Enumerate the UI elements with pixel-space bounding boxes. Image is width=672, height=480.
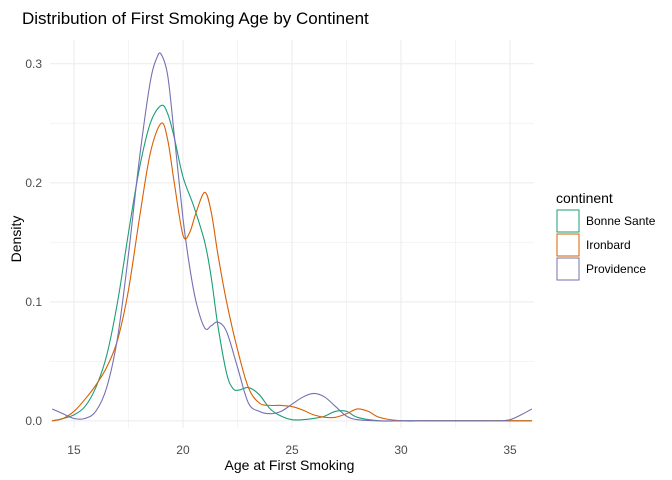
- x-axis-ticks: 15 20 25 30 35: [67, 443, 517, 457]
- y-tick-label: 0.1: [25, 295, 42, 309]
- y-tick-label: 0.3: [25, 57, 42, 71]
- y-axis-title: Density: [8, 216, 24, 263]
- x-tick-label: 20: [176, 443, 190, 457]
- legend-label-ironbard: Ironbard: [586, 238, 631, 252]
- legend-key-providence: [556, 257, 580, 281]
- x-axis-title: Age at First Smoking: [225, 457, 355, 473]
- legend-key-bonne-sante: [556, 209, 580, 233]
- legend-title: continent: [556, 190, 613, 206]
- x-tick-label: 15: [67, 443, 81, 457]
- x-tick-label: 35: [503, 443, 517, 457]
- y-axis-ticks: 0.0 0.1 0.2 0.3: [25, 57, 42, 428]
- legend-label-providence: Providence: [586, 262, 646, 276]
- legend: continent Bonne Sante Ironbard Providence: [556, 190, 656, 281]
- plot-grid: [50, 40, 534, 428]
- legend-key-ironbard: [556, 233, 580, 257]
- x-tick-label: 25: [285, 443, 299, 457]
- chart-title: Distribution of First Smoking Age by Con…: [22, 9, 369, 28]
- density-curve-ironbard: [52, 122, 532, 422]
- density-curve-providence: [51, 52, 533, 422]
- legend-label-bonne-sante: Bonne Sante: [586, 214, 656, 228]
- y-tick-label: 0.0: [25, 414, 42, 428]
- x-tick-label: 30: [394, 443, 408, 457]
- density-curves: [51, 52, 533, 422]
- y-tick-label: 0.2: [25, 176, 42, 190]
